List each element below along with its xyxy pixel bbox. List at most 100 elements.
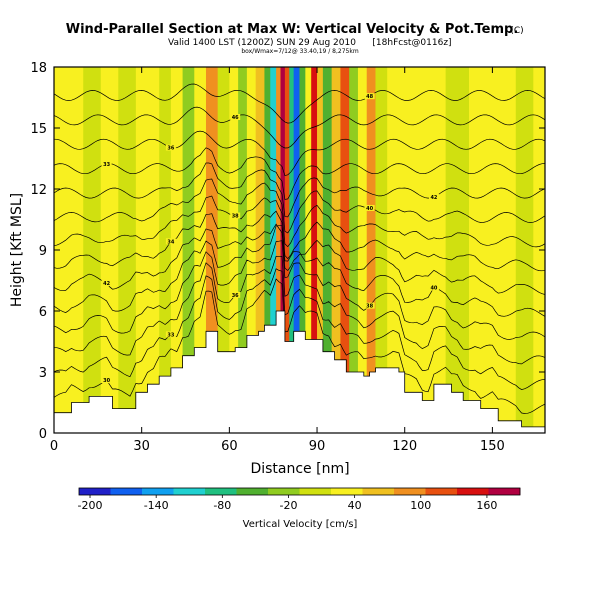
plot-area: 30 33 36 38 40 42 34 38 40 42 33 36 46 48 (54, 67, 545, 433)
velocity-cell (366, 67, 377, 433)
chart-title: Wind-Parallel Section at Max W: Vertical… (66, 22, 519, 37)
colorbar-tick-label: 40 (348, 499, 362, 512)
isentrope-line (54, 210, 545, 272)
isentrope-line (54, 162, 545, 218)
colorbar-swatch (142, 488, 174, 495)
isentrope-label: 38 (366, 304, 373, 310)
y-tick-label: 6 (39, 305, 47, 320)
isentrope-line (54, 147, 545, 200)
isentrope-label: 34 (167, 239, 174, 245)
isentrope-line (54, 255, 545, 365)
velocity-cell (375, 67, 388, 433)
isentrope-label: 48 (366, 94, 373, 100)
velocity-cell (83, 67, 102, 433)
velocity-cell (276, 67, 282, 433)
isentrope-contours: 30 33 36 38 40 42 34 38 40 42 33 36 46 48 (54, 83, 545, 414)
colorbar-swatch (79, 488, 111, 495)
velocity-cell (229, 67, 239, 433)
isentrope-label-bg (364, 204, 375, 211)
velocity-cell (404, 67, 429, 433)
velocity-cell (317, 67, 324, 433)
isentrope-label-bg (101, 160, 112, 167)
isentrope-line (54, 223, 545, 295)
isentrope-label-bg (101, 280, 112, 287)
isentrope-label-bg (364, 93, 375, 100)
isentrope-label-bg (230, 114, 241, 121)
y-tick-label: 12 (30, 183, 47, 198)
isentrope-label-bg (165, 238, 176, 245)
isentrope-label: 40 (366, 206, 373, 212)
velocity-cell (284, 67, 290, 433)
isentrope-label: 36 (232, 293, 239, 299)
colorbar-tick-label: -200 (78, 499, 103, 512)
colorbar-tick-label: -140 (144, 499, 169, 512)
velocity-cell (194, 67, 207, 433)
isentrope-label-bg (364, 302, 375, 309)
velocity-cell (311, 67, 318, 433)
isentrope-label: 33 (167, 332, 174, 338)
x-tick-label: 30 (133, 439, 150, 454)
y-tick-label: 15 (30, 122, 47, 137)
x-axis: 0 30 60 90 120 150 (50, 67, 505, 454)
terrain (54, 310, 545, 433)
colorbar-swatch (299, 488, 332, 495)
colorbar-label: Vertical Velocity [cm/s] (243, 519, 358, 530)
isentrope-line (54, 106, 545, 149)
isentrope-label: 40 (430, 286, 437, 292)
colorbar-frame (78, 487, 521, 496)
y-axis-label: Height [Kft MSL] (9, 193, 25, 307)
isentrope-line (54, 83, 545, 124)
isentrope-label-bg (230, 212, 241, 219)
velocity-cell (469, 67, 488, 433)
isentrope-line (54, 268, 545, 390)
velocity-cell (289, 67, 295, 433)
x-tick-label: 90 (309, 439, 326, 454)
colorbar-swatch (110, 488, 143, 495)
velocity-cell (217, 67, 230, 433)
x-tick-label: 150 (480, 439, 505, 454)
isentrope-label: 46 (232, 115, 239, 121)
velocity-cell (118, 67, 137, 433)
chart-title-mark: (C) (510, 26, 523, 36)
x-axis-label: Distance [nm] (250, 461, 349, 477)
isentrope-label-bg (428, 193, 439, 200)
isentrope-label: 36 (167, 146, 174, 152)
chart-subtitle: Valid 1400 LST (1200Z) SUN 29 Aug 2010 (168, 38, 356, 48)
x-tick-label: 60 (221, 439, 238, 454)
colorbar-swatch (394, 488, 426, 495)
isentrope-label-bg (101, 377, 112, 384)
chart-subtitle-tag: [18hFcst@0116z] (372, 38, 451, 48)
colorbar-tick-label: -80 (213, 499, 231, 512)
velocity-cell (255, 67, 266, 433)
colorbar-swatch (457, 488, 489, 495)
colorbar-tick-label: 100 (410, 499, 431, 512)
y-tick-label: 9 (39, 244, 47, 259)
velocity-cell (349, 67, 359, 433)
isentrope-label: 30 (103, 378, 110, 384)
colorbar-swatch (173, 488, 206, 495)
isentrope-line (54, 195, 545, 248)
isentrope-label: 42 (103, 281, 110, 287)
velocity-cell (331, 67, 342, 433)
colorbar-tick-label: -20 (279, 499, 297, 512)
isentrope-line (54, 178, 545, 234)
colorbar-swatch (425, 488, 458, 495)
isentrope-label: 38 (232, 214, 239, 220)
velocity-cell (299, 67, 306, 433)
x-tick-label: 0 (50, 439, 58, 454)
x-tick-label: 120 (392, 439, 417, 454)
velocity-cell (293, 67, 301, 433)
isentrope-label-bg (230, 291, 241, 298)
velocity-cell (135, 67, 160, 433)
colorbar-tick-label: 160 (476, 499, 497, 512)
isentrope-label-bg (165, 331, 176, 338)
chart-subtitle-2: box/Wmax=7/12@ 33.40,19 / 8,275km (241, 48, 358, 55)
y-tick-label: 18 (30, 61, 47, 76)
colorbar-swatch (488, 488, 521, 495)
velocity-cell (428, 67, 447, 433)
isentrope-line (54, 240, 545, 340)
colorbar-swatch (268, 488, 300, 495)
colorbar-swatch (331, 488, 363, 495)
